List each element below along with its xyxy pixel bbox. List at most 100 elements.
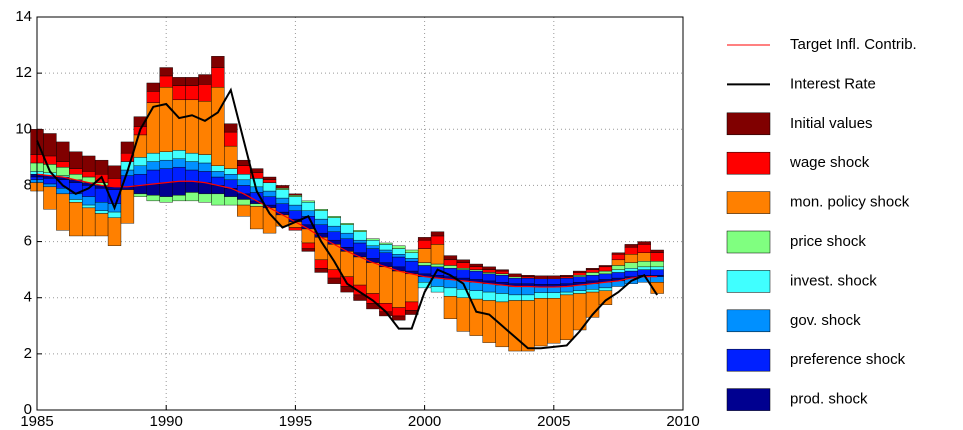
bar-segment	[392, 248, 406, 255]
bar-segment	[288, 196, 303, 206]
bar-segment	[353, 231, 367, 241]
bar-segment	[211, 171, 225, 178]
bar-segment	[82, 196, 96, 206]
bar-segment	[521, 276, 535, 279]
bar-segment	[133, 165, 148, 175]
y-tick-label: 10	[15, 120, 32, 137]
bar-segment	[560, 286, 574, 293]
bar-segment	[624, 268, 638, 272]
bar-segment	[624, 270, 638, 277]
bar-segment	[237, 199, 251, 206]
bar-segment	[43, 178, 57, 185]
bar-segment	[637, 252, 651, 262]
bar-segment	[585, 268, 600, 270]
bar-segment	[585, 289, 600, 293]
legend-label: preference shock	[790, 351, 906, 368]
bar-segment	[405, 261, 419, 272]
bar-segment	[547, 277, 561, 279]
bar-segment	[172, 85, 186, 101]
bar-segment	[405, 258, 419, 262]
bar-segment	[560, 276, 574, 279]
legend-label: gov. shock	[790, 312, 861, 329]
bar-segment	[611, 259, 626, 266]
line	[36, 173, 658, 288]
legend-label: wage shock	[789, 154, 870, 171]
bar-segment	[314, 259, 328, 269]
bar-segment	[146, 91, 160, 103]
bar-segment	[534, 292, 548, 299]
bar-segment	[482, 266, 496, 270]
bar-segment	[275, 185, 290, 189]
bar-segment	[624, 246, 638, 255]
bar-segment	[211, 56, 225, 68]
bar-segment	[650, 269, 664, 276]
x-tick-label: 1995	[279, 413, 312, 430]
bar-segment	[56, 193, 70, 231]
bar-segment	[637, 266, 651, 270]
bar-segment	[637, 241, 651, 245]
bar-segment	[417, 237, 432, 241]
bar-segment	[469, 263, 483, 268]
bar-segment	[560, 277, 574, 284]
bar-segment	[547, 278, 561, 285]
bar-segment	[650, 266, 664, 270]
bar-segment	[495, 284, 509, 294]
bar-segment	[211, 86, 225, 166]
bar-segment	[482, 273, 496, 282]
bar-segment	[624, 262, 638, 269]
bar-segment	[521, 294, 535, 301]
bar-segment	[159, 67, 173, 77]
bar-segment	[508, 294, 522, 301]
bar-segment	[379, 266, 393, 304]
bar-segment	[392, 315, 406, 321]
bar-segment	[417, 265, 432, 275]
bar-segment	[611, 254, 626, 261]
bar-segment	[508, 300, 522, 352]
bar-segment	[327, 277, 341, 284]
bar-segment	[379, 242, 393, 245]
bar-segment	[547, 275, 561, 278]
bar-segment	[534, 275, 548, 278]
bar-segment	[94, 213, 109, 237]
bar-segment	[69, 151, 83, 169]
bar-segment	[327, 217, 341, 227]
bar-segment	[172, 166, 186, 182]
bar-segment	[120, 189, 135, 224]
bar-segment	[56, 161, 70, 168]
bar-segment	[353, 256, 367, 286]
bar-segment	[482, 291, 496, 301]
bar-segment	[146, 102, 160, 154]
bar-segment	[379, 244, 393, 251]
bar-segment	[508, 273, 522, 276]
bar-segment	[43, 183, 57, 188]
bar-segment	[69, 168, 83, 175]
plot-frame	[36, 16, 684, 411]
bar-segment	[249, 178, 264, 188]
bar-segment	[82, 207, 96, 237]
legend-swatch	[726, 388, 771, 411]
bar-segment	[185, 181, 199, 193]
bar-segment	[288, 195, 303, 197]
bar-segment	[211, 165, 225, 172]
legend-label: prod. shock	[790, 391, 868, 408]
y-tick-label: 2	[24, 345, 32, 362]
bar-segment	[172, 150, 186, 159]
bar-segment	[417, 239, 432, 249]
bar-segment	[198, 182, 212, 195]
bar-segment	[624, 244, 638, 248]
bar-segment	[430, 263, 445, 268]
bar-segment	[611, 252, 626, 255]
bar-segment	[585, 272, 600, 276]
bar-segment	[534, 298, 548, 347]
bar-segment	[495, 270, 509, 275]
bar-segment	[198, 154, 212, 164]
bar-segment	[159, 168, 173, 183]
bar-segment	[560, 291, 574, 296]
bar-segment	[650, 252, 664, 262]
bar-segment	[262, 190, 277, 197]
bar-segment	[249, 168, 264, 173]
bar-segment	[443, 255, 458, 261]
bar-segment	[366, 239, 380, 246]
legend-swatch	[726, 309, 771, 333]
bar-segment	[456, 262, 471, 269]
